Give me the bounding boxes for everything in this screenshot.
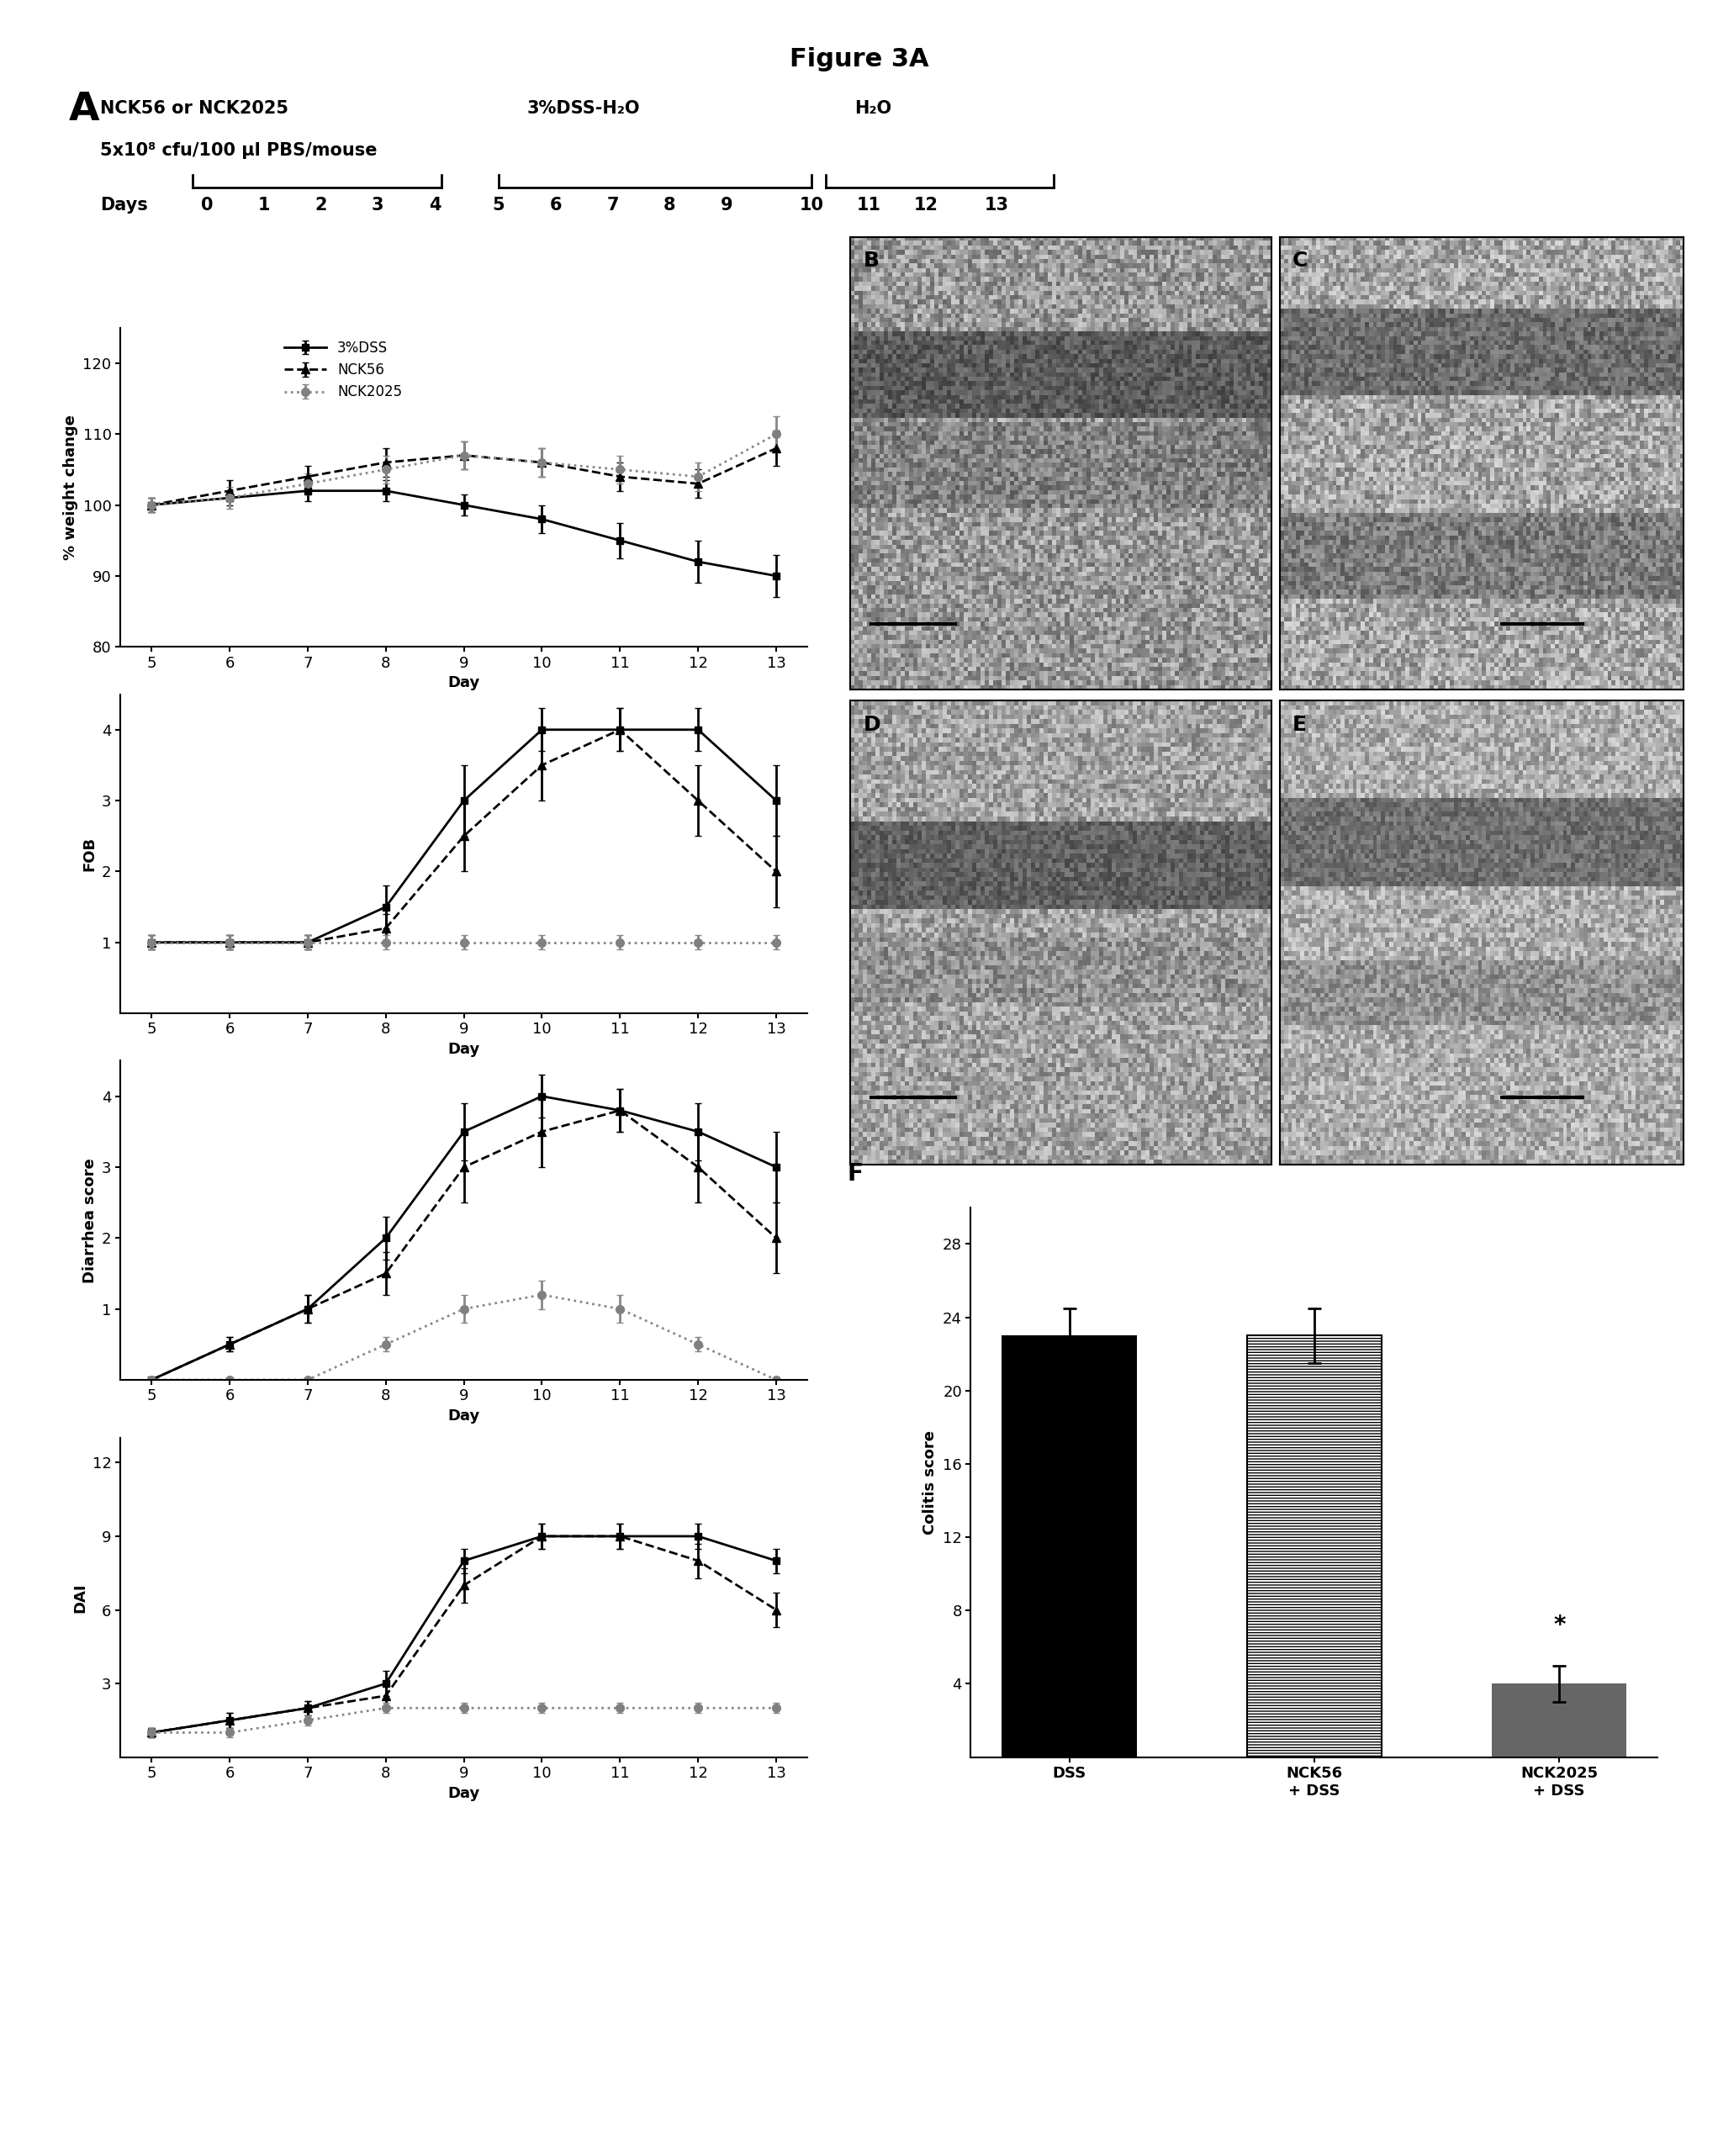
Text: 8: 8 [663,196,675,213]
Text: 11: 11 [857,196,881,213]
Bar [1002,1335,1137,1757]
Text: A: A [69,91,100,129]
X-axis label: Day: Day [448,675,479,690]
Text: 10: 10 [799,196,825,213]
Text: F: F [847,1162,862,1186]
Text: 2: 2 [314,196,326,213]
Text: 9: 9 [720,196,732,213]
Text: NCK56 or NCK2025: NCK56 or NCK2025 [100,99,289,116]
Legend: 3%DSS, NCK56, NCK2025: 3%DSS, NCK56, NCK2025 [278,334,407,405]
Text: C: C [1292,250,1307,272]
Text: 6: 6 [550,196,562,213]
Text: 7: 7 [606,196,618,213]
Text: 3%DSS-H₂O: 3%DSS-H₂O [527,99,641,116]
Text: E: E [1292,714,1306,735]
Y-axis label: DAI: DAI [72,1583,88,1613]
Text: B: B [862,250,880,272]
Y-axis label: Diarrhea score: Diarrhea score [82,1158,98,1283]
Text: 12: 12 [914,196,938,213]
Text: 5x10⁸ cfu/100 µl PBS/mouse: 5x10⁸ cfu/100 µl PBS/mouse [100,142,378,160]
X-axis label: Day: Day [448,1408,479,1423]
Text: 13: 13 [984,196,1008,213]
Text: H₂O: H₂O [854,99,892,116]
Text: 1: 1 [258,196,270,213]
Text: 5: 5 [493,196,505,213]
X-axis label: Day: Day [448,1041,479,1056]
Text: *: * [1553,1615,1565,1639]
Text: Figure 3A: Figure 3A [789,47,929,71]
Text: 4: 4 [428,196,442,213]
Text: 0: 0 [201,196,213,213]
Y-axis label: FOB: FOB [82,837,98,871]
Text: Days: Days [100,196,148,213]
Bar [1247,1335,1381,1757]
Text: 3: 3 [371,196,383,213]
Bar [1491,1684,1627,1757]
Y-axis label: Colitis score: Colitis score [923,1429,938,1535]
Text: D: D [862,714,880,735]
X-axis label: Day: Day [448,1785,479,1800]
Y-axis label: % weight change: % weight change [64,414,77,561]
